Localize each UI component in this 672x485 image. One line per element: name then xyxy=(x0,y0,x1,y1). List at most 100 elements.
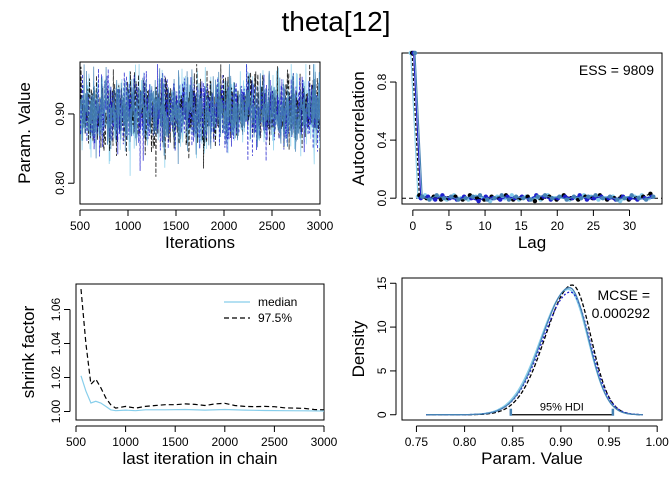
x-tick-label: 25 xyxy=(587,219,601,233)
figure-title: theta[12] xyxy=(282,6,391,37)
acf-point xyxy=(600,196,605,201)
x-tick-label: 0.95 xyxy=(597,435,621,449)
x-tick-label: 2500 xyxy=(259,219,286,233)
x-tick-label: 3000 xyxy=(311,435,338,449)
x-tick-label: 0 xyxy=(409,219,416,233)
acf-line xyxy=(414,52,654,201)
acf-point xyxy=(434,193,439,198)
x-tick-label: 2000 xyxy=(211,435,238,449)
mcse-annotation: 0.000292 xyxy=(592,305,651,321)
acf-point xyxy=(498,197,503,202)
acf-point xyxy=(492,196,497,201)
acf-point xyxy=(564,197,569,202)
acf-point xyxy=(448,194,454,199)
y-tick-label: 5 xyxy=(375,367,389,374)
acf-point xyxy=(643,197,649,202)
shrink-factor-plot: 500 1000 1500 2000 2500 3000 1.00 1.02 1.04 1.06 l… xyxy=(19,283,338,468)
y-tick-label: 0.80 xyxy=(53,171,67,195)
x-axis-title: Iterations xyxy=(165,233,235,252)
acf-point xyxy=(571,194,577,199)
y-axis-title: Density xyxy=(349,320,368,377)
x-tick-label: 1000 xyxy=(115,219,142,233)
acf-point xyxy=(499,193,504,198)
acf-point xyxy=(509,193,514,198)
x-tick-label: 0.75 xyxy=(405,435,429,449)
x-axis-title: Param. Value xyxy=(481,449,583,468)
autocorrelation-plot: 0 5 10 15 20 25 30 0.0 0.4 0.8 Lag Autocorrelation E… xyxy=(349,50,663,252)
shrink-line-median xyxy=(80,375,325,412)
acf-point xyxy=(557,194,562,199)
acf-point xyxy=(427,197,432,202)
density-plot: 0.75 0.80 0.85 0.90 0.95 1.00 0 5 10 15 Param. Val… xyxy=(349,276,669,468)
x-tick-label: 0.90 xyxy=(549,435,573,449)
x-tick-label: 30 xyxy=(623,219,637,233)
x-axis-title: last iteration in chain xyxy=(123,449,278,468)
acf-point xyxy=(463,196,468,201)
y-tick-label: 10 xyxy=(375,320,389,334)
acf-point xyxy=(615,197,620,202)
x-tick-label: 1500 xyxy=(162,435,189,449)
acf-point xyxy=(470,194,475,199)
x-tick-label: 500 xyxy=(70,219,90,233)
acf-point xyxy=(412,50,418,56)
legend-label: 97.5% xyxy=(258,311,292,325)
acf-point xyxy=(550,196,555,201)
shrink-line-upper xyxy=(80,289,325,411)
acf-point xyxy=(629,193,634,198)
y-tick-label: 1.00 xyxy=(49,399,63,423)
acf-point xyxy=(513,194,519,199)
acf-point xyxy=(636,196,642,201)
y-tick-label: 1.06 xyxy=(49,297,63,321)
legend-label: median xyxy=(258,295,297,309)
acf-point xyxy=(528,197,533,202)
x-tick-label: 500 xyxy=(66,435,86,449)
plot-box xyxy=(401,277,663,421)
y-tick-label: 0 xyxy=(375,411,389,418)
x-axis-title: Lag xyxy=(518,233,546,252)
y-tick-label: 15 xyxy=(375,276,389,290)
acf-point xyxy=(578,196,584,201)
y-axis-title: Param. Value xyxy=(15,82,34,184)
y-axis-title: shrink factor xyxy=(19,305,38,398)
y-tick-label: 0.8 xyxy=(375,73,389,90)
plot-box xyxy=(75,283,325,421)
acf-point xyxy=(476,198,481,204)
acf-point xyxy=(622,196,627,201)
plot-box xyxy=(401,52,663,205)
acf-point xyxy=(477,193,483,198)
x-tick-label: 2500 xyxy=(261,435,288,449)
x-tick-label: 5 xyxy=(446,219,453,233)
acf-point xyxy=(521,196,526,201)
density-curve xyxy=(426,287,643,416)
y-tick-label: 1.02 xyxy=(49,365,63,389)
x-tick-label: 1500 xyxy=(163,219,190,233)
acf-point xyxy=(651,194,656,199)
x-tick-label: 0.80 xyxy=(453,435,477,449)
acf-point xyxy=(593,193,598,198)
acf-point xyxy=(596,197,601,202)
x-tick-label: 1.00 xyxy=(646,435,670,449)
acf-point xyxy=(607,194,613,199)
ess-annotation: ESS = 9809 xyxy=(579,62,654,78)
acf-line xyxy=(413,52,653,202)
x-tick-label: 15 xyxy=(514,219,528,233)
trace-plot: 500 1000 1500 2000 2500 3000 0.80 0.90 Iteration… xyxy=(15,61,334,252)
x-tick-label: 0.85 xyxy=(501,435,525,449)
acf-point xyxy=(433,197,438,202)
hdi-label: 95% HDI xyxy=(540,402,584,414)
trace-lines xyxy=(80,64,320,177)
acf-point xyxy=(485,197,490,202)
x-tick-label: 2000 xyxy=(211,219,238,233)
acf-point xyxy=(456,197,461,202)
acf-point xyxy=(441,196,447,201)
x-tick-label: 10 xyxy=(478,219,492,233)
acf-point xyxy=(506,197,512,202)
acf-point xyxy=(586,194,591,199)
y-axis-title: Autocorrelation xyxy=(349,71,368,185)
y-tick-label: 0.4 xyxy=(375,131,389,148)
chain-trace-line xyxy=(80,64,320,165)
y-tick-label: 1.04 xyxy=(49,331,63,355)
x-tick-label: 1000 xyxy=(112,435,139,449)
